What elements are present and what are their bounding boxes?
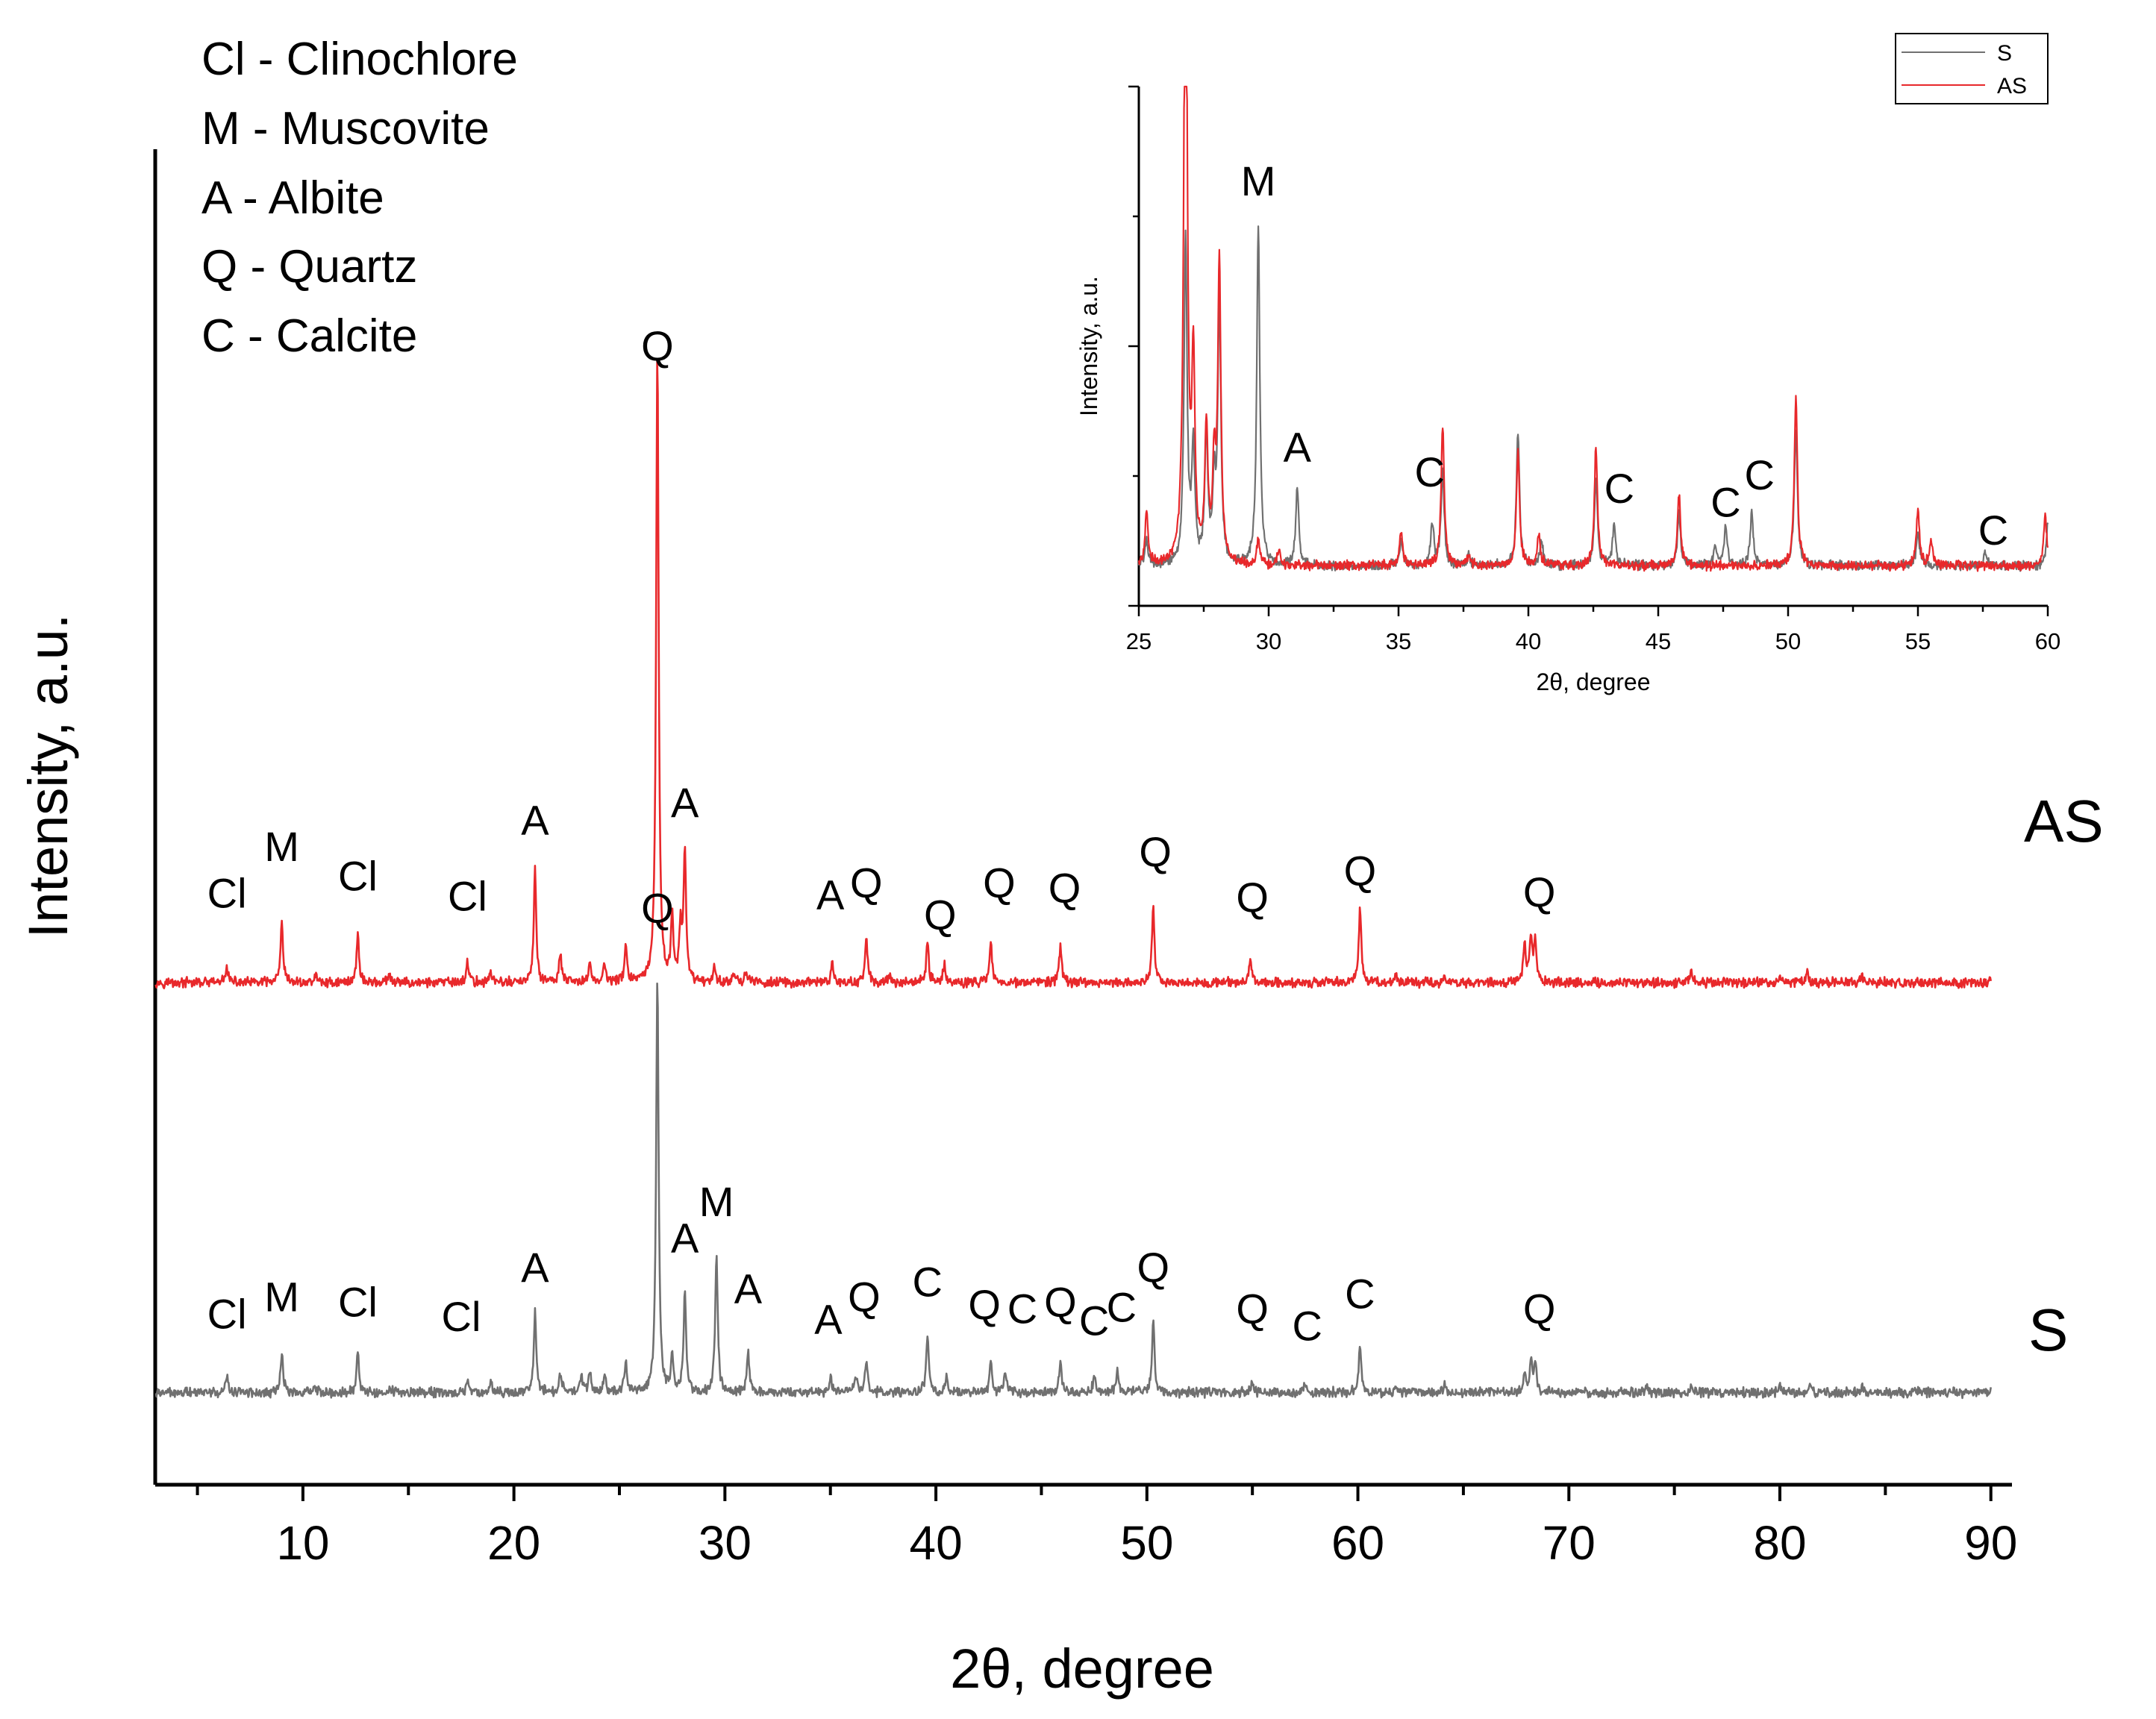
peak-label-as: A <box>521 796 549 843</box>
inset-series-line-as <box>1137 85 2049 572</box>
phase-legend-line: C - Calcite <box>201 310 417 362</box>
inset-peak-label: A <box>1284 424 1312 471</box>
peak-label-s: A <box>734 1265 763 1312</box>
inset-x-tick-label: 45 <box>1646 628 1671 654</box>
peak-label-as: M <box>264 823 299 870</box>
main-x-axis-title: 2θ, degree <box>950 1638 1214 1700</box>
peak-label-s: Q <box>968 1281 1001 1328</box>
peak-label-s: Cl <box>442 1293 481 1340</box>
peak-label-s: M <box>264 1273 299 1320</box>
inset-x-tick-label: 55 <box>1905 628 1931 654</box>
main-x-tick-label: 50 <box>1120 1516 1173 1570</box>
peak-label-as: Cl <box>448 872 487 919</box>
peak-label-s: Cl <box>338 1278 378 1325</box>
main-x-tick-label: 90 <box>1964 1516 2017 1570</box>
peak-label-s: A <box>671 1215 699 1262</box>
main-x-tick-label: 60 <box>1331 1516 1384 1570</box>
inset-legend: S AS <box>1895 33 2049 104</box>
inset-y-axis-title: Intensity, a.u. <box>1075 276 1102 416</box>
peak-label-as: Q <box>1049 865 1081 912</box>
peak-label-s: C <box>913 1259 943 1306</box>
peak-label-as: Q <box>1344 847 1377 894</box>
inset-legend-label-as: AS <box>1997 74 2027 98</box>
peak-label-s: Cl <box>207 1291 247 1338</box>
series-label-as: AS <box>2024 788 2104 854</box>
peak-label-as: Q <box>1523 868 1556 915</box>
main-x-tick-label: 40 <box>909 1516 962 1570</box>
peak-label-as: Q <box>641 322 674 369</box>
main-x-tick-label: 20 <box>487 1516 540 1570</box>
main-y-axis-title: Intensity, a.u. <box>17 614 79 939</box>
inset-x-tick-label: 30 <box>1256 628 1281 654</box>
phase-legend: Cl - Clinochlore M - Muscovite A - Albit… <box>201 34 518 362</box>
series-label-s: S <box>2028 1297 2068 1363</box>
main-x-tick-label: 80 <box>1753 1516 1806 1570</box>
peak-label-s: Q <box>1137 1244 1170 1291</box>
peak-label-as: Q <box>850 859 883 906</box>
peak-label-as: Cl <box>338 852 378 899</box>
main-series-line-s <box>154 982 1993 1400</box>
inset-peak-label: C <box>1604 465 1634 512</box>
main-series-line-as <box>154 359 1993 989</box>
phase-legend-line: A - Albite <box>201 172 384 224</box>
peak-label-s: Q <box>848 1273 881 1320</box>
main-x-tick-label: 30 <box>699 1516 752 1570</box>
peak-label-s: C <box>1345 1271 1375 1318</box>
inset-x-tick-label: 40 <box>1516 628 1541 654</box>
phase-legend-line: M - Muscovite <box>201 103 490 154</box>
peak-label-as: Q <box>924 891 957 938</box>
inset-legend-box <box>1895 33 2049 104</box>
peak-label-s: Q <box>1236 1285 1269 1332</box>
inset-peak-label: C <box>1978 507 2008 554</box>
inset-peak-label: C <box>1710 478 1740 525</box>
inset-x-tick-label: 60 <box>2035 628 2060 654</box>
inset-peak-label: C <box>1415 448 1445 495</box>
main-x-tick-label: 10 <box>276 1516 329 1570</box>
peak-label-as: Cl <box>207 870 247 917</box>
peak-label-s: Q <box>641 884 674 931</box>
phase-legend-line: Q - Quartz <box>201 241 417 292</box>
inset-peak-label: C <box>1744 451 1774 498</box>
peak-label-s: C <box>1007 1285 1037 1332</box>
main-x-tick-label: 70 <box>1543 1516 1596 1570</box>
peak-label-as: A <box>816 871 845 918</box>
peak-label-s: C <box>1107 1284 1137 1331</box>
peak-label-s: A <box>814 1296 843 1343</box>
peak-label-s: Q <box>1044 1278 1077 1325</box>
peak-label-as: Q <box>1236 874 1269 921</box>
peak-label-s: A <box>521 1244 549 1291</box>
inset-plot: 25 30 35 40 45 50 55 60 MAC C CCC 2θ, degree Inte… <box>1075 33 2060 695</box>
inset-legend-label-s: S <box>1997 41 2012 66</box>
inset-x-axis-title: 2θ, degree <box>1536 668 1650 695</box>
peak-label-as: Q <box>983 859 1016 906</box>
inset-peak-label: M <box>1241 157 1276 204</box>
peak-label-s: C <box>1292 1303 1322 1350</box>
inset-x-tick-label: 50 <box>1775 628 1801 654</box>
inset-x-tick-label: 25 <box>1126 628 1152 654</box>
peak-label-s: M <box>699 1178 734 1225</box>
peak-label-as: Q <box>1139 828 1172 875</box>
inset-x-tick-label: 35 <box>1386 628 1411 654</box>
peak-label-s: C <box>1079 1297 1109 1344</box>
peak-label-s: Q <box>1523 1285 1556 1332</box>
phase-legend-line: Cl - Clinochlore <box>201 34 518 85</box>
peak-label-as: A <box>671 779 699 826</box>
